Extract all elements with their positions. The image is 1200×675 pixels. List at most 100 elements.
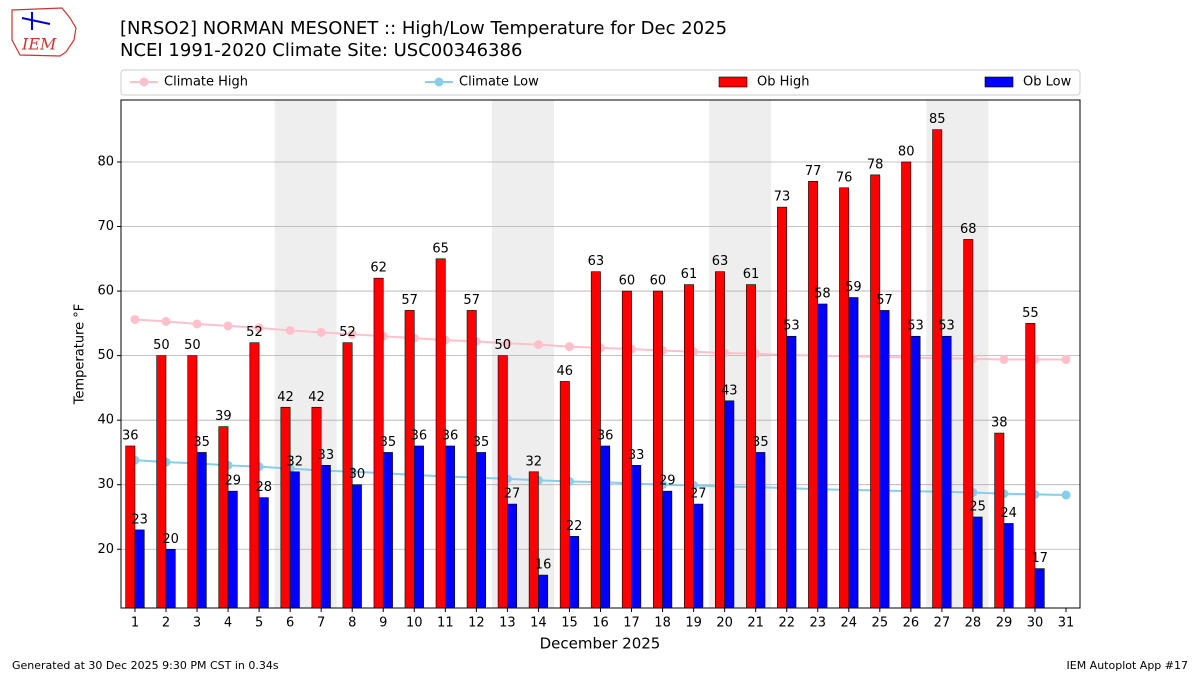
bar [413,445,424,609]
bar [901,161,912,609]
bar [817,303,828,609]
bar [507,503,518,609]
bar [963,239,974,609]
bar [910,335,921,609]
bar [932,129,943,609]
value-label: 36 [597,428,614,443]
bar [538,574,549,609]
x-tick-label: 16 [592,616,609,631]
value-label: 59 [845,280,862,295]
value-label: 76 [836,170,853,185]
x-tick-label: 18 [654,616,671,631]
bar [187,355,198,609]
value-label: 50 [184,338,201,353]
x-tick-label: 20 [716,616,733,631]
value-label: 52 [339,325,356,340]
bar [227,490,238,609]
x-tick-label: 29 [996,616,1013,631]
legend-label: Climate Low [459,75,539,90]
value-label: 63 [588,254,605,269]
footer-left: Generated at 30 Dec 2025 9:30 PM CST in … [12,659,279,672]
value-label: 17 [1031,551,1048,566]
x-tick-label: 17 [623,616,640,631]
bar [320,465,331,609]
bar [848,297,859,609]
line-point [285,325,295,335]
x-tick-label: 4 [224,616,232,631]
value-label: 78 [867,157,884,172]
x-tick-label: 5 [255,616,263,631]
line-point [533,340,543,350]
x-tick-label: 12 [468,616,485,631]
bar [972,516,983,609]
bar [404,310,415,609]
line-point [564,342,574,352]
value-label: 46 [557,364,574,379]
bar [445,445,455,609]
bar [600,445,611,609]
value-label: 58 [814,286,831,301]
line-point [223,321,233,331]
x-tick-label: 23 [809,616,826,631]
value-label: 68 [960,222,977,237]
x-tick-label: 7 [317,616,325,631]
x-tick-label: 14 [530,616,547,631]
value-label: 30 [349,467,366,482]
value-label: 61 [681,267,698,282]
legend-swatch [984,76,1014,88]
value-label: 42 [277,390,294,405]
value-label: 24 [1000,506,1017,521]
x-axis-label: December 2025 [540,635,661,653]
bar [196,452,207,609]
bar [786,335,797,609]
legend-marker [434,77,444,87]
x-tick-label: 13 [499,616,516,631]
line-point [316,327,326,337]
value-label: 61 [743,267,760,282]
x-tick-label: 30 [1027,616,1044,631]
value-label: 57 [463,293,480,308]
y-tick-label: 20 [97,542,114,557]
bar [165,548,176,609]
bar [683,284,694,609]
line-point [254,323,264,333]
x-tick-label: 8 [348,616,356,631]
y-tick-label: 50 [97,348,114,363]
bar [839,187,850,609]
value-label: 62 [370,261,387,276]
line-point [999,354,1009,364]
x-tick-label: 6 [286,616,294,631]
value-label: 77 [805,164,822,179]
bar [870,174,881,609]
x-tick-label: 10 [406,616,423,631]
y-tick-label: 60 [97,284,114,299]
bar [156,355,167,609]
value-label: 35 [752,435,769,450]
value-label: 27 [690,487,707,502]
bar [280,406,291,609]
line-point [347,329,357,339]
value-label: 80 [898,144,915,159]
plot-frame [120,99,1081,609]
bar [879,310,890,609]
x-tick-label: 28 [965,616,982,631]
bar [941,335,952,609]
line-point [161,316,171,326]
bar [569,536,580,609]
value-label: 52 [246,325,263,340]
bar [249,342,260,609]
bar [289,471,300,609]
value-label: 57 [401,293,418,308]
bar [476,452,486,609]
value-label: 39 [215,409,232,424]
value-label: 23 [131,512,148,527]
line-point [502,338,512,348]
value-label: 65 [432,241,449,256]
bar [1003,523,1014,609]
footer-right: IEM Autoplot App #17 [1067,659,1189,672]
value-label: 36 [442,428,459,443]
bar [528,471,539,609]
value-label: 53 [907,319,924,334]
line-point [1061,490,1071,500]
x-tick-label: 22 [778,616,795,631]
